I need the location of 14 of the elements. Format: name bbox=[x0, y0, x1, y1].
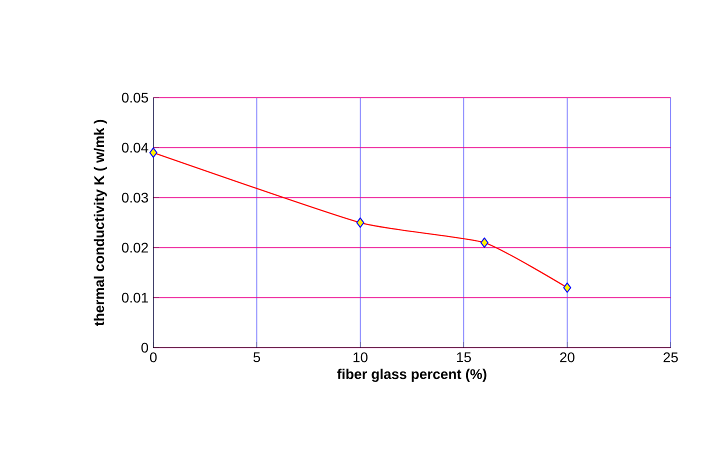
x-tick-label: 10 bbox=[354, 352, 368, 362]
y-tick-label: 0.05 bbox=[122, 92, 148, 103]
y-tick-label: 0 bbox=[141, 342, 148, 353]
x-tick-label: 15 bbox=[457, 352, 471, 362]
y-axis-title: thermal conductivity K ( w/mk ) bbox=[94, 120, 107, 326]
x-tick-label: 20 bbox=[560, 352, 574, 362]
y-tick-label: 0.04 bbox=[122, 142, 148, 153]
y-tick-label: 0.01 bbox=[122, 292, 148, 303]
y-tick-label: 0.03 bbox=[122, 192, 148, 203]
x-tick-label: 5 bbox=[253, 352, 260, 362]
y-tick-label: 0.02 bbox=[122, 242, 148, 253]
x-axis-title: fiber glass percent (%) bbox=[337, 368, 486, 382]
x-tick-label: 0 bbox=[150, 352, 157, 362]
x-tick-label: 25 bbox=[664, 352, 678, 362]
